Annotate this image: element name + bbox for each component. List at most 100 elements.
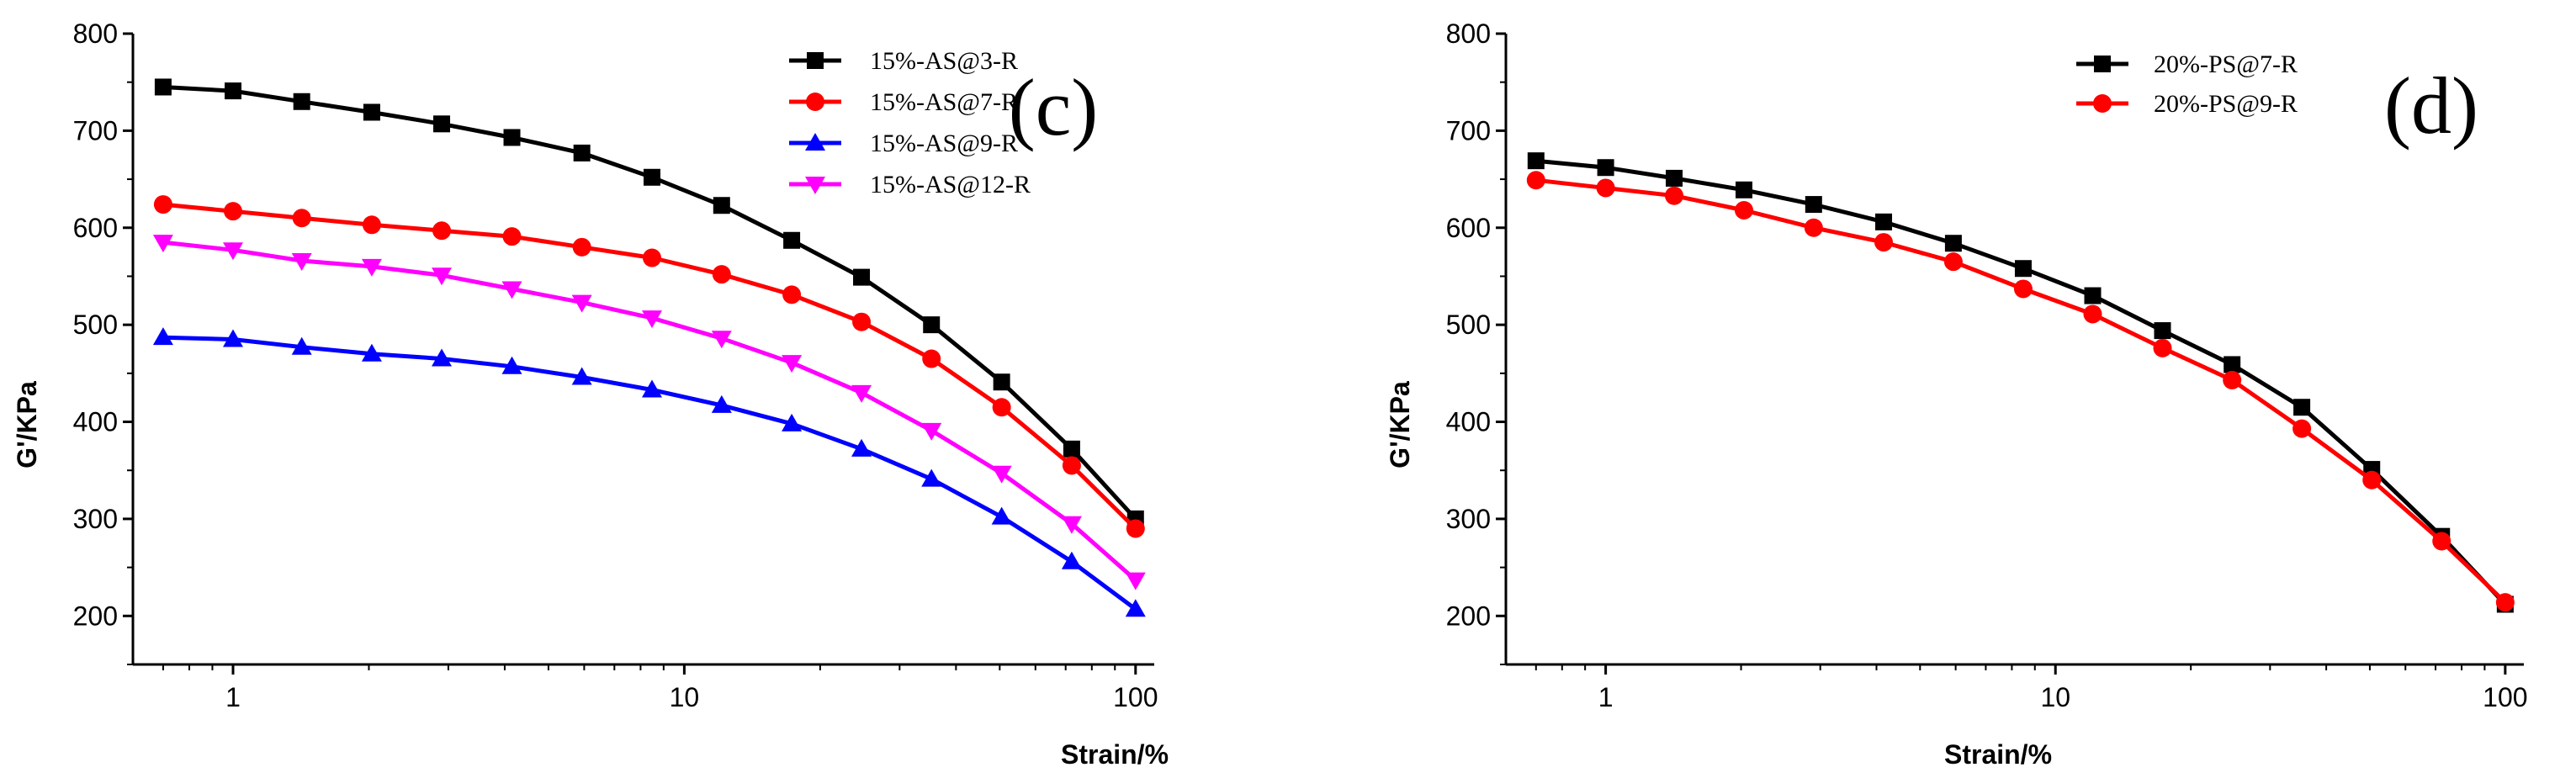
data-point — [642, 248, 661, 267]
data-point — [152, 327, 173, 346]
series-line — [162, 335, 1137, 611]
data-point — [992, 398, 1011, 417]
legend-marker — [806, 93, 824, 111]
legend-label: 15%-AS@7-R — [870, 88, 1018, 116]
data-point — [572, 237, 591, 257]
y-tick-label: 200 — [73, 601, 118, 631]
data-point — [432, 267, 453, 286]
data-point — [2083, 304, 2102, 324]
data-point — [223, 202, 242, 221]
y-axis-title: G'/KPa — [1385, 381, 1415, 468]
data-point — [643, 168, 660, 186]
data-point — [361, 343, 382, 362]
data-point — [991, 465, 1012, 484]
legend-label: 15%-AS@9-R — [870, 130, 1018, 157]
series-15%-AS@7-R — [153, 195, 1145, 538]
data-point — [293, 93, 310, 110]
data-point — [502, 227, 522, 246]
legend-marker — [2094, 56, 2111, 72]
data-point — [993, 373, 1010, 391]
series-20%-PS@9-R — [1526, 171, 2515, 612]
series-15%-AS@9-R — [152, 327, 1146, 617]
data-point — [224, 82, 241, 100]
data-point — [2495, 593, 2515, 612]
data-point — [923, 316, 941, 334]
data-point — [362, 215, 381, 235]
data-point — [292, 209, 311, 228]
x-axis-title: Strain/% — [1061, 739, 1169, 770]
series-line — [1535, 177, 2507, 605]
data-point — [2014, 260, 2032, 278]
y-tick-label: 300 — [73, 504, 118, 534]
data-point — [1665, 186, 1684, 205]
data-point — [1597, 159, 1614, 177]
data-point — [2153, 338, 2172, 357]
data-point — [2293, 399, 2311, 416]
data-point — [1736, 181, 1753, 198]
data-point — [222, 329, 243, 347]
series-20%-PS@7-R — [1527, 152, 2514, 613]
data-point — [291, 336, 312, 355]
data-point — [501, 356, 522, 374]
legend-marker — [807, 52, 824, 69]
y-axis-title: G'/KPa — [12, 381, 42, 468]
data-point — [153, 195, 172, 214]
data-point — [712, 265, 731, 284]
data-point — [571, 367, 592, 385]
data-point — [853, 268, 871, 286]
data-point — [922, 349, 941, 368]
series-line — [1535, 158, 2507, 606]
data-point — [1061, 551, 1082, 569]
x-tick-label: 1 — [1598, 682, 1614, 712]
data-point — [1944, 235, 1962, 252]
data-point — [641, 310, 662, 329]
data-point — [711, 394, 732, 413]
data-point — [921, 468, 942, 487]
data-point — [1943, 252, 1963, 272]
data-point — [433, 115, 451, 133]
x-tick-label: 10 — [670, 682, 700, 712]
y-tick-label: 400 — [73, 407, 118, 437]
data-point — [361, 258, 382, 277]
data-point — [222, 242, 243, 261]
data-point — [1804, 218, 1823, 237]
data-point — [1596, 178, 1615, 198]
data-point — [1061, 516, 1082, 534]
y-tick-label: 700 — [73, 115, 118, 146]
data-point — [1526, 171, 1545, 190]
data-point — [154, 78, 172, 96]
data-point — [711, 331, 732, 349]
data-point — [2013, 279, 2033, 299]
data-point — [2154, 322, 2171, 340]
data-point — [363, 103, 380, 121]
legend-marker — [805, 133, 825, 151]
data-point — [1062, 456, 1081, 475]
legend-label: 15%-AS@3-R — [870, 47, 1018, 75]
data-point — [501, 281, 522, 299]
y-tick-label: 200 — [1446, 601, 1491, 631]
series-line — [162, 240, 1137, 582]
chart-panel-d: 200 300 400 500 600 700 800 1 10 100 Strain/% G'/KP… — [1385, 19, 2528, 770]
legend-marker — [2093, 94, 2112, 113]
y-tick-label: 700 — [1446, 115, 1491, 146]
data-point — [641, 379, 662, 398]
data-point — [1125, 599, 1146, 617]
data-point — [782, 413, 803, 431]
y-tick-label: 600 — [1446, 213, 1491, 243]
data-point — [1126, 519, 1145, 538]
series-15%-AS@12-R — [152, 235, 1146, 590]
data-point — [1875, 213, 1893, 230]
data-point — [1874, 233, 1894, 252]
data-point — [921, 422, 942, 441]
y-tick-label: 500 — [73, 310, 118, 340]
y-tick-label: 500 — [1446, 310, 1491, 340]
data-point — [2432, 532, 2451, 551]
data-point — [573, 144, 591, 161]
data-point — [1063, 440, 1080, 458]
y-tick-label: 400 — [1446, 407, 1491, 437]
data-point — [2362, 470, 2382, 490]
data-point — [1666, 169, 1683, 187]
panel-label: (d) — [2384, 61, 2478, 151]
data-point — [782, 285, 802, 304]
